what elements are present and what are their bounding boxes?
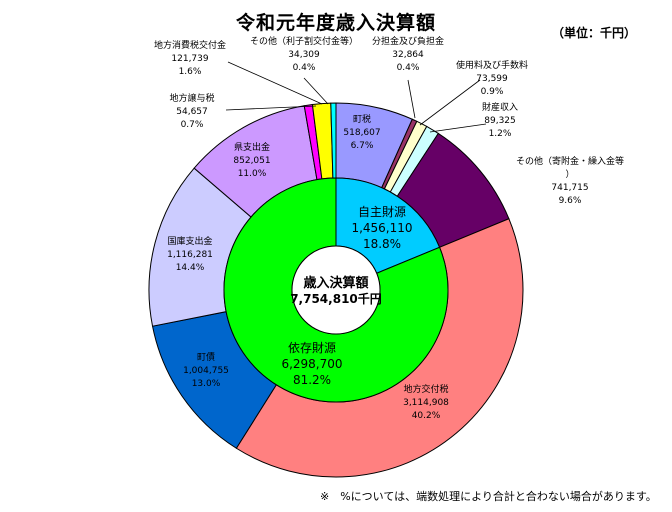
leader-line-4 <box>225 105 317 111</box>
outer-label-11-row-2: 0.4% <box>293 63 316 73</box>
outer-label-10: 地方消費税交付金 121,739 1.6% <box>154 39 226 77</box>
outer-label-11-row-0: その他（利子割交付金等） <box>250 35 358 47</box>
outer-label-4: その他（寄附金・繰入金等 ） 741,715 9.6% <box>516 155 624 206</box>
outer-label-10-row-2: 1.6% <box>179 67 202 77</box>
inner-label-1-row-1: 6,298,700 <box>281 357 342 371</box>
outer-label-6-row-0: 町債 <box>197 351 215 363</box>
inner-label-1-row-0: 依存財源 <box>288 340 336 355</box>
outer-label-2: 使用料及び手数料 73,599 0.9% <box>456 59 528 97</box>
outer-label-4-row-0: その他（寄附金・繰入金等 <box>516 155 624 167</box>
outer-label-2-row-0: 使用料及び手数料 <box>456 59 528 71</box>
center-label-total: 7,754,810千円 <box>290 291 382 306</box>
slice-labels: 町税 518,607 6.7% 分担金及び負担金 32,864 0.4% 使用料及び手数料 7… <box>154 35 624 421</box>
outer-label-5-row-1: 3,114,908 <box>403 398 449 408</box>
outer-label-9-row-0: 地方譲与税 <box>169 92 214 104</box>
outer-label-0-row-1: 518,607 <box>343 128 380 138</box>
outer-label-9-row-1: 54,657 <box>176 107 208 117</box>
center-label-title: 歳入決算額 <box>303 275 368 291</box>
outer-label-7-row-1: 1,116,281 <box>167 250 213 260</box>
outer-label-1-row-2: 0.4% <box>397 63 420 73</box>
inner-label-0-row-2: 18.8% <box>363 237 401 251</box>
outer-label-11-row-1: 34,309 <box>288 50 320 60</box>
outer-label-10-row-1: 121,739 <box>171 54 208 64</box>
outer-label-1-row-1: 32,864 <box>392 50 424 60</box>
outer-label-5-row-0: 地方交付税 <box>403 383 448 395</box>
outer-label-6-row-1: 1,004,755 <box>183 366 229 376</box>
footnote: ※ %については、端数処理により合計と合わない場合があります。 <box>320 490 657 503</box>
outer-label-11: その他（利子割交付金等） 34,309 0.4% <box>250 35 358 73</box>
outer-label-8-row-0: 県支出金 <box>234 141 270 153</box>
outer-label-6: 町債 1,004,755 13.0% <box>183 351 229 389</box>
leader-line-1 <box>419 79 481 126</box>
leader-lines <box>225 61 487 133</box>
outer-label-2-row-2: 0.9% <box>481 87 504 97</box>
outer-label-4-row-1: ） <box>565 169 574 180</box>
inner-label-0-row-0: 自主財源 <box>358 204 406 219</box>
inner-label-1-row-2: 81.2% <box>293 373 331 387</box>
outer-label-0: 町税 518,607 6.7% <box>343 113 380 151</box>
inner-label-0: 自主財源 1,456,110 18.8% <box>351 204 412 251</box>
outer-label-5: 地方交付税 3,114,908 40.2% <box>403 383 449 421</box>
outer-label-9: 地方譲与税 54,657 0.7% <box>169 92 214 130</box>
outer-label-3-row-2: 1.2% <box>489 129 512 139</box>
outer-label-3: 財産収入 89,325 1.2% <box>482 101 518 139</box>
outer-label-4-row-3: 9.6% <box>559 196 582 206</box>
outer-label-5-row-2: 40.2% <box>412 411 441 421</box>
outer-label-8-row-2: 11.0% <box>238 169 267 179</box>
unit-label: （単位：千円） <box>552 26 637 40</box>
inner-label-0-row-1: 1,456,110 <box>351 221 412 235</box>
outer-label-8-row-1: 852,051 <box>233 156 270 166</box>
outer-label-7-row-2: 14.4% <box>176 263 205 273</box>
center-hole <box>291 245 381 335</box>
leader-line-3 <box>227 61 323 105</box>
outer-label-3-row-0: 財産収入 <box>482 101 518 113</box>
outer-label-10-row-0: 地方消費税交付金 <box>154 39 226 51</box>
outer-label-1: 分担金及び負担金 32,864 0.4% <box>372 35 444 73</box>
outer-label-4-row-2: 741,715 <box>551 183 588 193</box>
outer-label-8: 県支出金 852,051 11.0% <box>233 141 270 179</box>
outer-label-7: 国庫支出金 1,116,281 14.4% <box>167 235 213 273</box>
chart-title: 令和元年度歳入決算額 <box>235 12 436 34</box>
outer-label-0-row-0: 町税 <box>353 113 371 125</box>
outer-label-3-row-1: 89,325 <box>484 116 516 126</box>
leader-line-2 <box>429 123 487 133</box>
outer-label-1-row-0: 分担金及び負担金 <box>372 35 444 47</box>
inner-ring <box>223 177 449 403</box>
leader-line-0 <box>407 79 416 119</box>
inner-label-1: 依存財源 6,298,700 81.2% <box>281 340 342 387</box>
outer-label-9-row-2: 0.7% <box>181 120 204 130</box>
outer-label-6-row-2: 13.0% <box>192 379 221 389</box>
outer-label-0-row-2: 6.7% <box>351 141 374 151</box>
outer-label-7-row-0: 国庫支出金 <box>167 235 212 247</box>
outer-label-2-row-1: 73,599 <box>476 74 508 84</box>
leader-line-5 <box>303 77 329 105</box>
